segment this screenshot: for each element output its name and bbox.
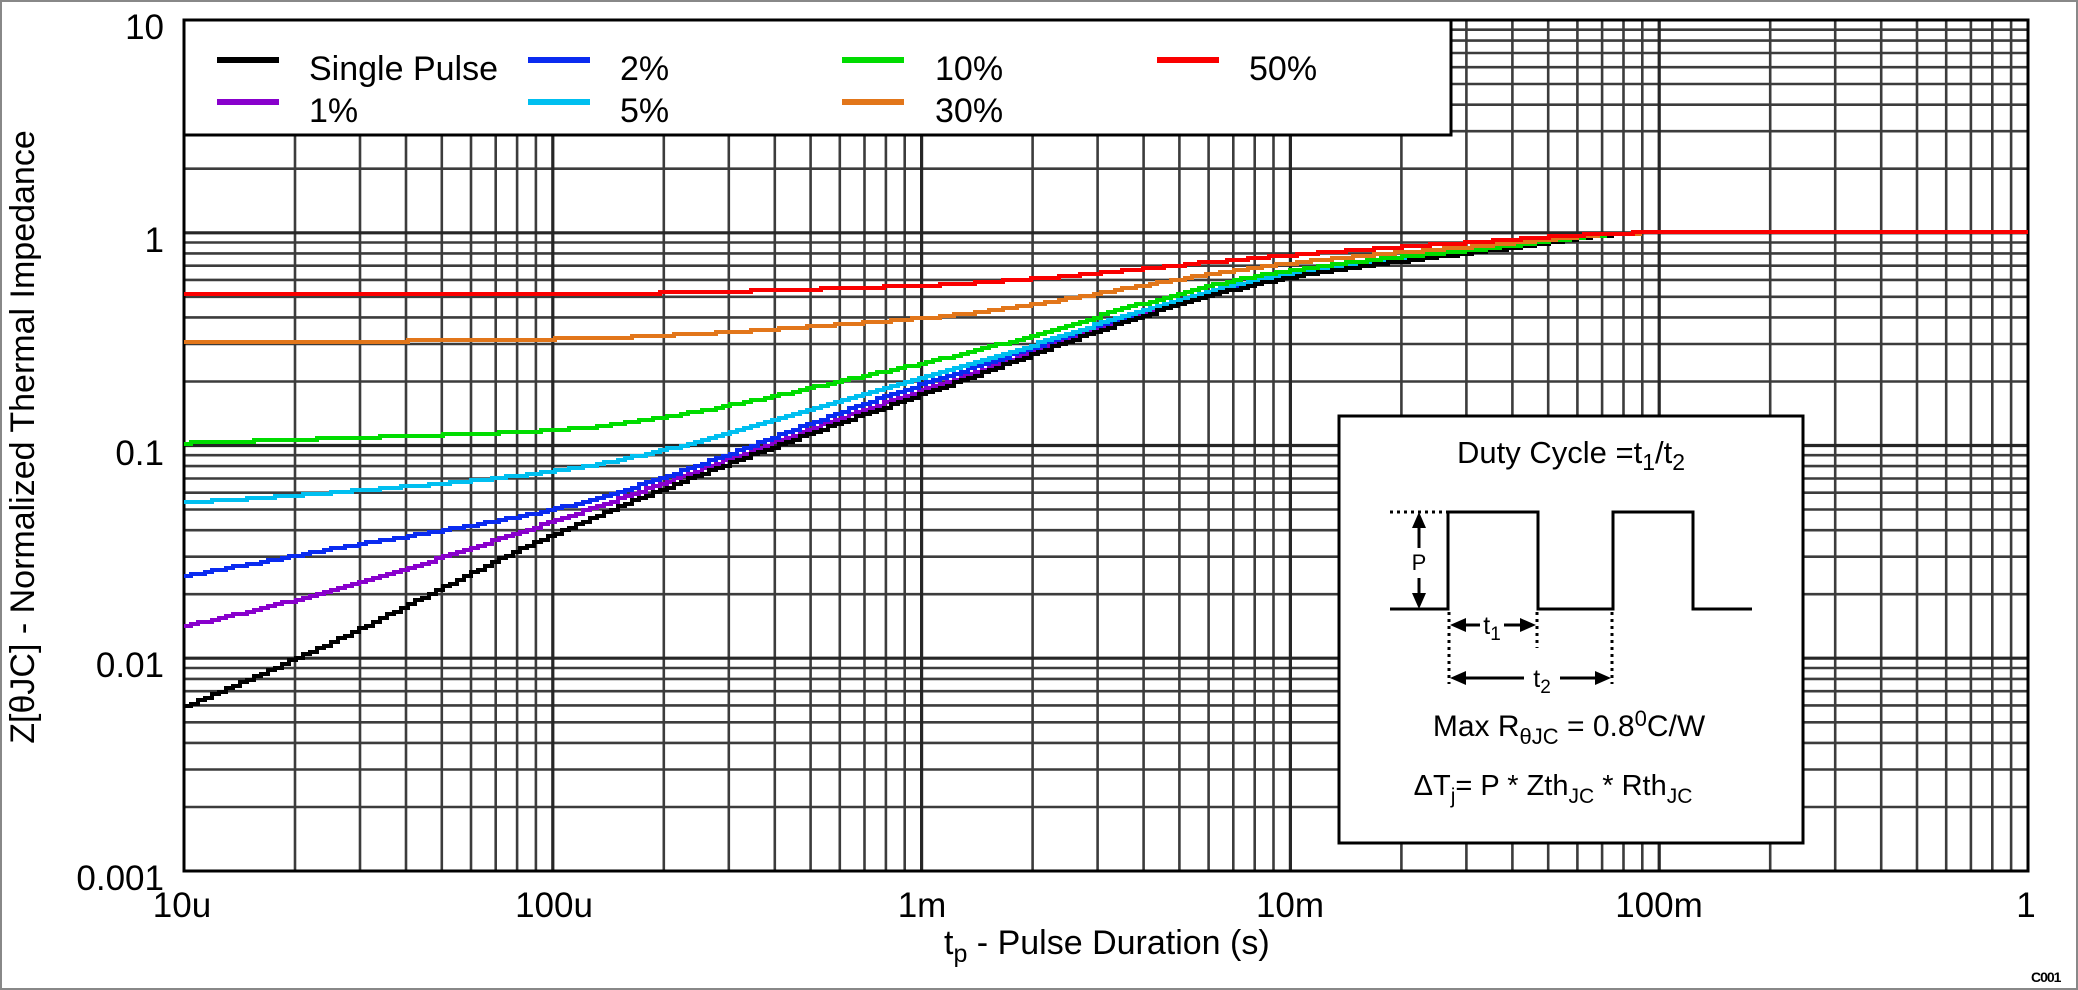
- svg-text:10%: 10%: [935, 50, 1003, 88]
- svg-text:5%: 5%: [620, 92, 669, 130]
- svg-text:P: P: [1412, 550, 1427, 575]
- svg-text:10u: 10u: [153, 886, 211, 925]
- svg-text:100m: 100m: [1615, 886, 1703, 925]
- svg-text:2%: 2%: [620, 50, 669, 88]
- svg-text:1m: 1m: [898, 886, 947, 925]
- svg-text:ΔTj= P * ZthJC * RthJC: ΔTj= P * ZthJC * RthJC: [1414, 770, 1693, 808]
- svg-text:100u: 100u: [515, 886, 593, 925]
- svg-text:Max RθJC = 0.80C/W: Max RθJC = 0.80C/W: [1433, 706, 1706, 749]
- svg-text:0.1: 0.1: [115, 434, 164, 473]
- svg-text:Duty Cycle =t1/t2: Duty Cycle =t1/t2: [1457, 435, 1685, 475]
- svg-text:30%: 30%: [935, 92, 1003, 130]
- svg-text:Z[θJC] - Normalized Thermal Im: Z[θJC] - Normalized Thermal Impedance: [4, 130, 42, 743]
- svg-text:1: 1: [2016, 886, 2035, 925]
- svg-text:1%: 1%: [309, 92, 358, 130]
- svg-text:tp - Pulse Duration (s): tp - Pulse Duration (s): [944, 924, 1270, 968]
- svg-text:1: 1: [145, 221, 164, 260]
- svg-text:0.01: 0.01: [96, 646, 164, 685]
- svg-text:50%: 50%: [1249, 50, 1317, 88]
- svg-text:C001: C001: [2031, 969, 2062, 985]
- svg-text:0.001: 0.001: [76, 859, 164, 898]
- svg-text:Single Pulse: Single Pulse: [309, 50, 498, 88]
- svg-text:10m: 10m: [1256, 886, 1324, 925]
- svg-text:10: 10: [125, 8, 164, 47]
